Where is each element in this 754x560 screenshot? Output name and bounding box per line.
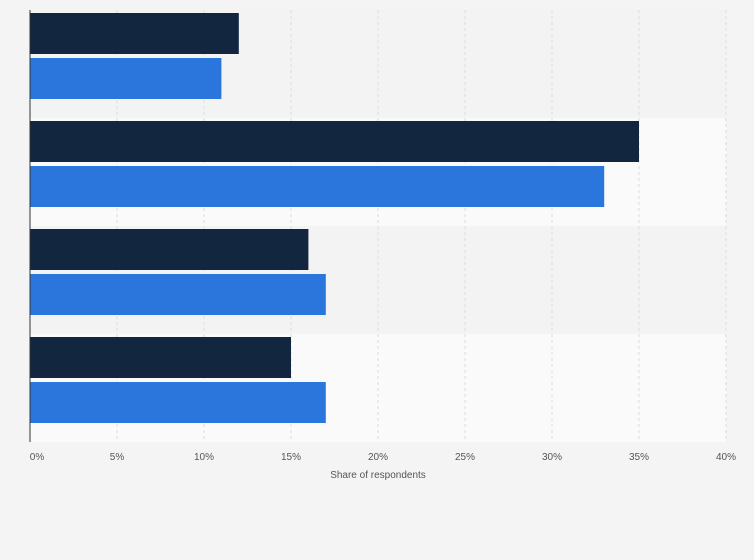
bar [30,229,309,270]
bars [30,13,639,423]
x-tick-label: 40% [716,452,736,463]
x-tick-label: 0% [30,452,45,463]
x-tick-label: 25% [455,452,475,463]
x-axis-title: Share of respondents [330,470,426,481]
bar [30,58,222,99]
x-tick-label: 20% [368,452,388,463]
bar [30,13,239,54]
bar [30,337,291,378]
bar [30,274,326,315]
x-tick-labels: 0% 5% 10% 15% 20% 25% 30% 35% 40% [30,452,736,463]
x-tick-label: 30% [542,452,562,463]
bar [30,121,639,162]
x-tick-label: 5% [110,452,125,463]
x-tick-label: 35% [629,452,649,463]
x-tick-label: 10% [194,452,214,463]
x-tick-label: 15% [281,452,301,463]
bar [30,166,605,207]
bar [30,382,326,423]
